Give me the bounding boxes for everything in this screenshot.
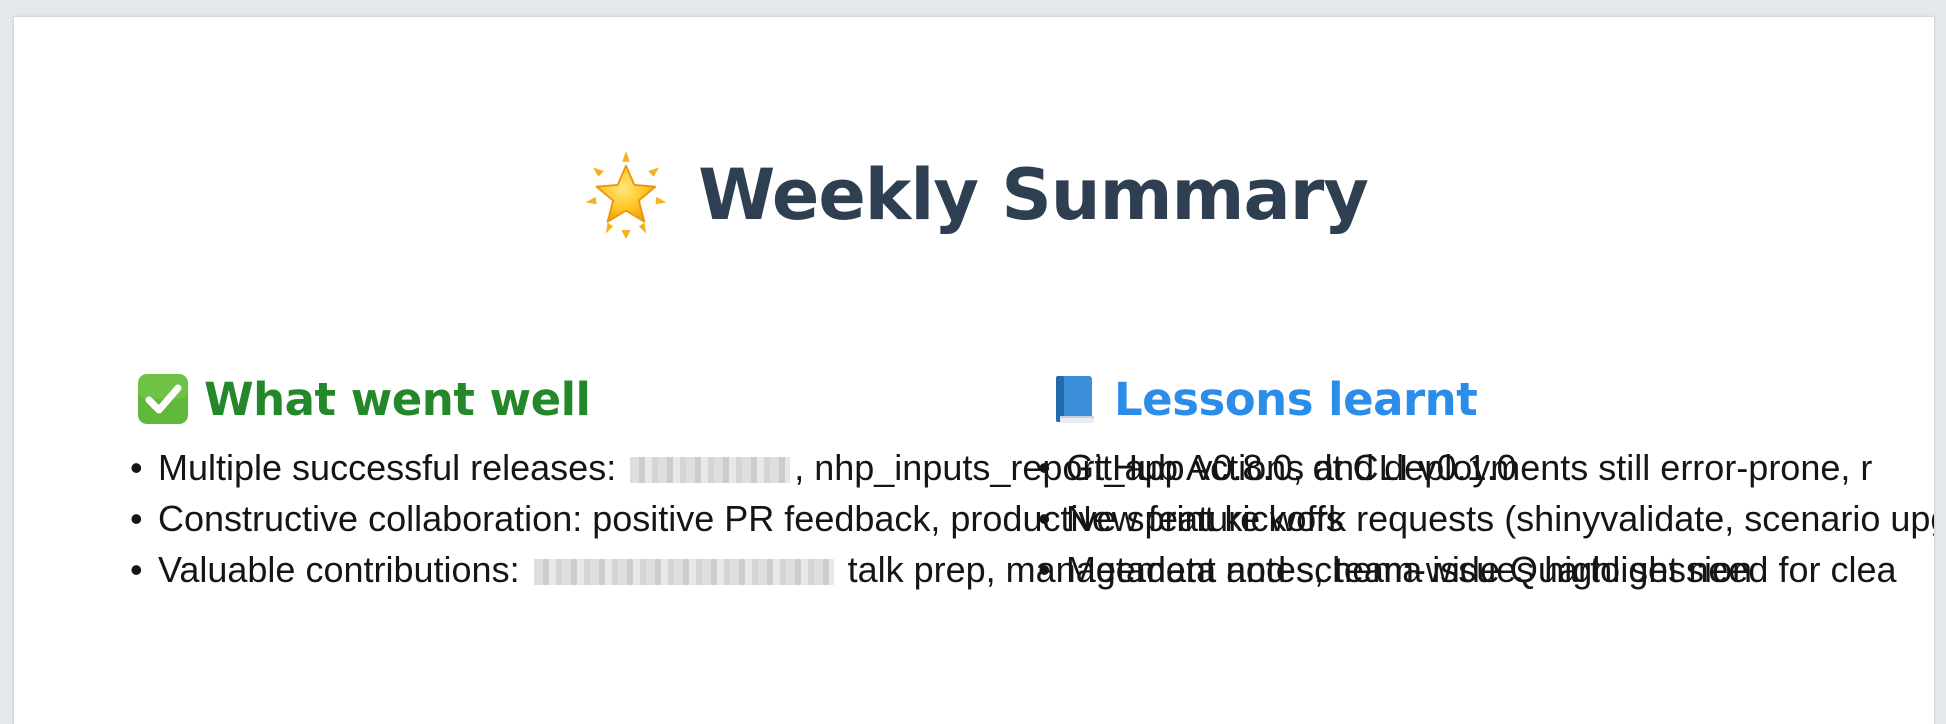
section-heading-lessons-learnt: Lessons learnt: [1046, 372, 1478, 426]
list-item: • Metadata and schema issues highlight ne…: [1038, 544, 1934, 595]
glowing-star-icon: [585, 150, 667, 240]
list-item-text: New feature work requests (shinyvalidate…: [1066, 498, 1935, 539]
list-item: • Valuable contributions: talk prep, mana…: [130, 544, 1752, 595]
check-mark-button-icon: [138, 374, 188, 424]
blue-book-icon: [1056, 376, 1094, 423]
list-item-text: talk prep, management notes, team-wide Q…: [837, 549, 1753, 590]
section-heading-label: What went well: [204, 372, 591, 426]
redacted-text: [533, 559, 834, 586]
list-item: • GitHub Actions and deployments still er…: [1038, 442, 1934, 493]
list-item-text: Metadata and schema issues highlight nee…: [1066, 549, 1897, 590]
list-item-text: , nhp_inputs_report_app v0.8.0, dt CLI v…: [794, 447, 1517, 488]
section-heading-label: Lessons learnt: [1114, 372, 1478, 426]
list-item: • Constructive collaboration: positive PR…: [130, 493, 1752, 544]
redacted-text: [630, 457, 791, 484]
list-item-text: Valuable contributions:: [158, 549, 530, 590]
bullet-dot: •: [130, 447, 143, 488]
bullet-dot: •: [1038, 447, 1051, 488]
section-heading-what-went-well: What went well: [136, 372, 591, 426]
bullet-dot: •: [1038, 498, 1051, 539]
bullet-dot: •: [130, 498, 143, 539]
slide-title: Weekly Summary: [698, 154, 1369, 236]
list-item: • New feature work requests (shinyvalidat…: [1038, 493, 1935, 544]
slide: Weekly Summary What went well Lessons le…: [13, 16, 1935, 724]
list-item: • Multiple successful releases: , nhp_inp…: [130, 442, 1752, 493]
what-went-well-list: • Multiple successful releases: , nhp_inp…: [130, 442, 1752, 595]
list-item-text: Multiple successful releases:: [158, 447, 627, 488]
bullet-dot: •: [130, 549, 143, 590]
lessons-learnt-list: • GitHub Actions and deployments still er…: [1038, 442, 1935, 595]
list-item-text: Constructive collaboration: positive PR …: [158, 498, 1344, 539]
list-item-text: GitHub Actions and deployments still err…: [1066, 447, 1873, 488]
bullet-dot: •: [1038, 549, 1051, 590]
title-row: Weekly Summary: [14, 149, 1934, 241]
